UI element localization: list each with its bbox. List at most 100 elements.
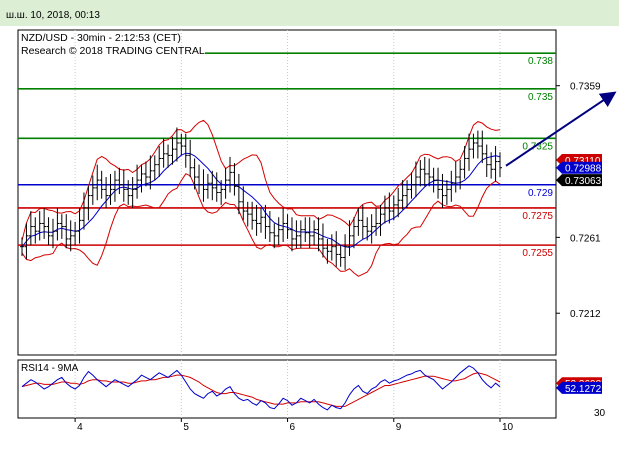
price-bar-75 (351, 217, 356, 249)
price-bar-31 (157, 146, 162, 178)
price-bar-3 (33, 217, 38, 244)
x-tick-label-3: 9 (396, 422, 402, 433)
rsi-badge-1: 52.1272 (556, 381, 602, 395)
price-bar-21 (112, 170, 117, 202)
price-bar-27 (139, 164, 144, 193)
price-bar-45 (219, 180, 224, 205)
price-bar-83 (387, 192, 392, 224)
price-bar-39 (192, 158, 197, 190)
price-bar-0 (20, 237, 24, 256)
price-bar-1 (24, 223, 29, 260)
y-tick-label-0: 0.7359 (570, 82, 601, 93)
source-text: Research © 2018 TRADING CENTRAL (21, 45, 205, 57)
price-bar-108 (498, 152, 502, 178)
price-bar-44 (214, 172, 219, 202)
price-badge-1: 0.73063 (556, 174, 602, 187)
price-bar-12 (73, 221, 78, 246)
x-tick-label-1: 5 (183, 422, 189, 433)
axis-layer: 4 5 6 9 10 0.7359 0.7261 0.7212 30 (74, 82, 606, 433)
price-bar-79 (369, 214, 374, 244)
price-bar-69 (325, 238, 330, 264)
price-bar-36 (179, 133, 184, 156)
price-bar-6 (46, 217, 51, 246)
price-badge-shape-1 (556, 174, 602, 187)
bollinger-upper-band (21, 119, 501, 241)
price-bar-7 (50, 218, 55, 249)
bollinger-lower-band (21, 173, 501, 277)
price-bar-56 (267, 211, 272, 243)
price-bar-89 (413, 161, 418, 198)
price-bar-40 (197, 164, 202, 195)
level-label-2: 0.7325 (522, 141, 553, 152)
price-bar-91 (422, 156, 427, 187)
x-tick-label-4: 10 (502, 422, 514, 433)
price-bar-68 (320, 223, 325, 258)
price-bar-4 (37, 211, 42, 241)
price-bar-72 (338, 245, 343, 267)
price-bar-34 (170, 136, 175, 165)
price-badge-shape-2 (556, 161, 602, 174)
price-bar-104 (480, 130, 485, 164)
price-bar-78 (365, 217, 370, 241)
price-badge-label-1: 0.73063 (565, 176, 602, 187)
price-bar-32 (161, 138, 166, 168)
price-bar-11 (68, 220, 73, 252)
price-bar-82 (382, 195, 387, 224)
price-bar-25 (130, 177, 135, 208)
price-bar-8 (55, 207, 60, 241)
price-bar-101 (467, 133, 472, 171)
price-bar-10 (64, 214, 69, 249)
price-bar-66 (312, 220, 317, 246)
instrument-title: NZD/USD - 30min - 2:12:53 (CET) (21, 32, 181, 44)
level-label-5: 0.7255 (522, 248, 553, 259)
level-label-0: 0.738 (528, 56, 553, 67)
price-bar-29 (148, 155, 153, 190)
price-bar-17 (95, 164, 100, 201)
price-bar-86 (400, 180, 405, 210)
price-bar-97 (449, 170, 454, 202)
price-bar-30 (152, 155, 157, 181)
projection-arrow (505, 91, 617, 167)
price-bar-23 (121, 169, 126, 202)
price-bar-37 (183, 133, 188, 168)
price-bar-48 (232, 163, 237, 196)
price-bar-90 (418, 160, 423, 187)
price-bar-92 (427, 158, 432, 187)
rsi-layer (21, 365, 501, 411)
y-tick-label-1: 0.7261 (570, 233, 601, 244)
price-bar-84 (391, 195, 396, 221)
price-bar-35 (174, 127, 179, 162)
price-bar-38 (188, 139, 193, 178)
price-bar-58 (276, 217, 281, 246)
price-badge-label-2: 0.72988 (565, 164, 602, 175)
price-bar-2 (28, 211, 33, 246)
x-tick-label-0: 4 (77, 422, 83, 433)
price-bar-9 (59, 214, 64, 239)
price-bar-43 (210, 170, 215, 201)
price-bar-55 (263, 204, 268, 239)
price-bar-71 (334, 231, 339, 267)
price-bar-85 (396, 187, 401, 218)
price-bar-74 (347, 220, 352, 256)
price-bar-94 (436, 167, 441, 199)
level-label-4: 0.7275 (522, 211, 553, 222)
rsi-badge-shape-1 (556, 381, 602, 394)
price-bar-41 (201, 169, 206, 202)
price-bar-26 (135, 164, 140, 199)
price-bar-77 (360, 204, 365, 239)
price-bar-14 (81, 192, 86, 230)
price-bar-99 (458, 160, 463, 190)
bands-layer (21, 119, 501, 277)
price-bar-95 (440, 173, 445, 208)
price-bar-76 (356, 207, 361, 236)
price-bar-88 (409, 172, 414, 199)
price-bar-33 (166, 144, 171, 168)
price-bar-47 (228, 156, 233, 193)
price-bar-54 (259, 207, 263, 233)
moving-average-line (21, 152, 501, 248)
price-bar-107 (493, 146, 498, 182)
price-bar-28 (143, 161, 148, 187)
